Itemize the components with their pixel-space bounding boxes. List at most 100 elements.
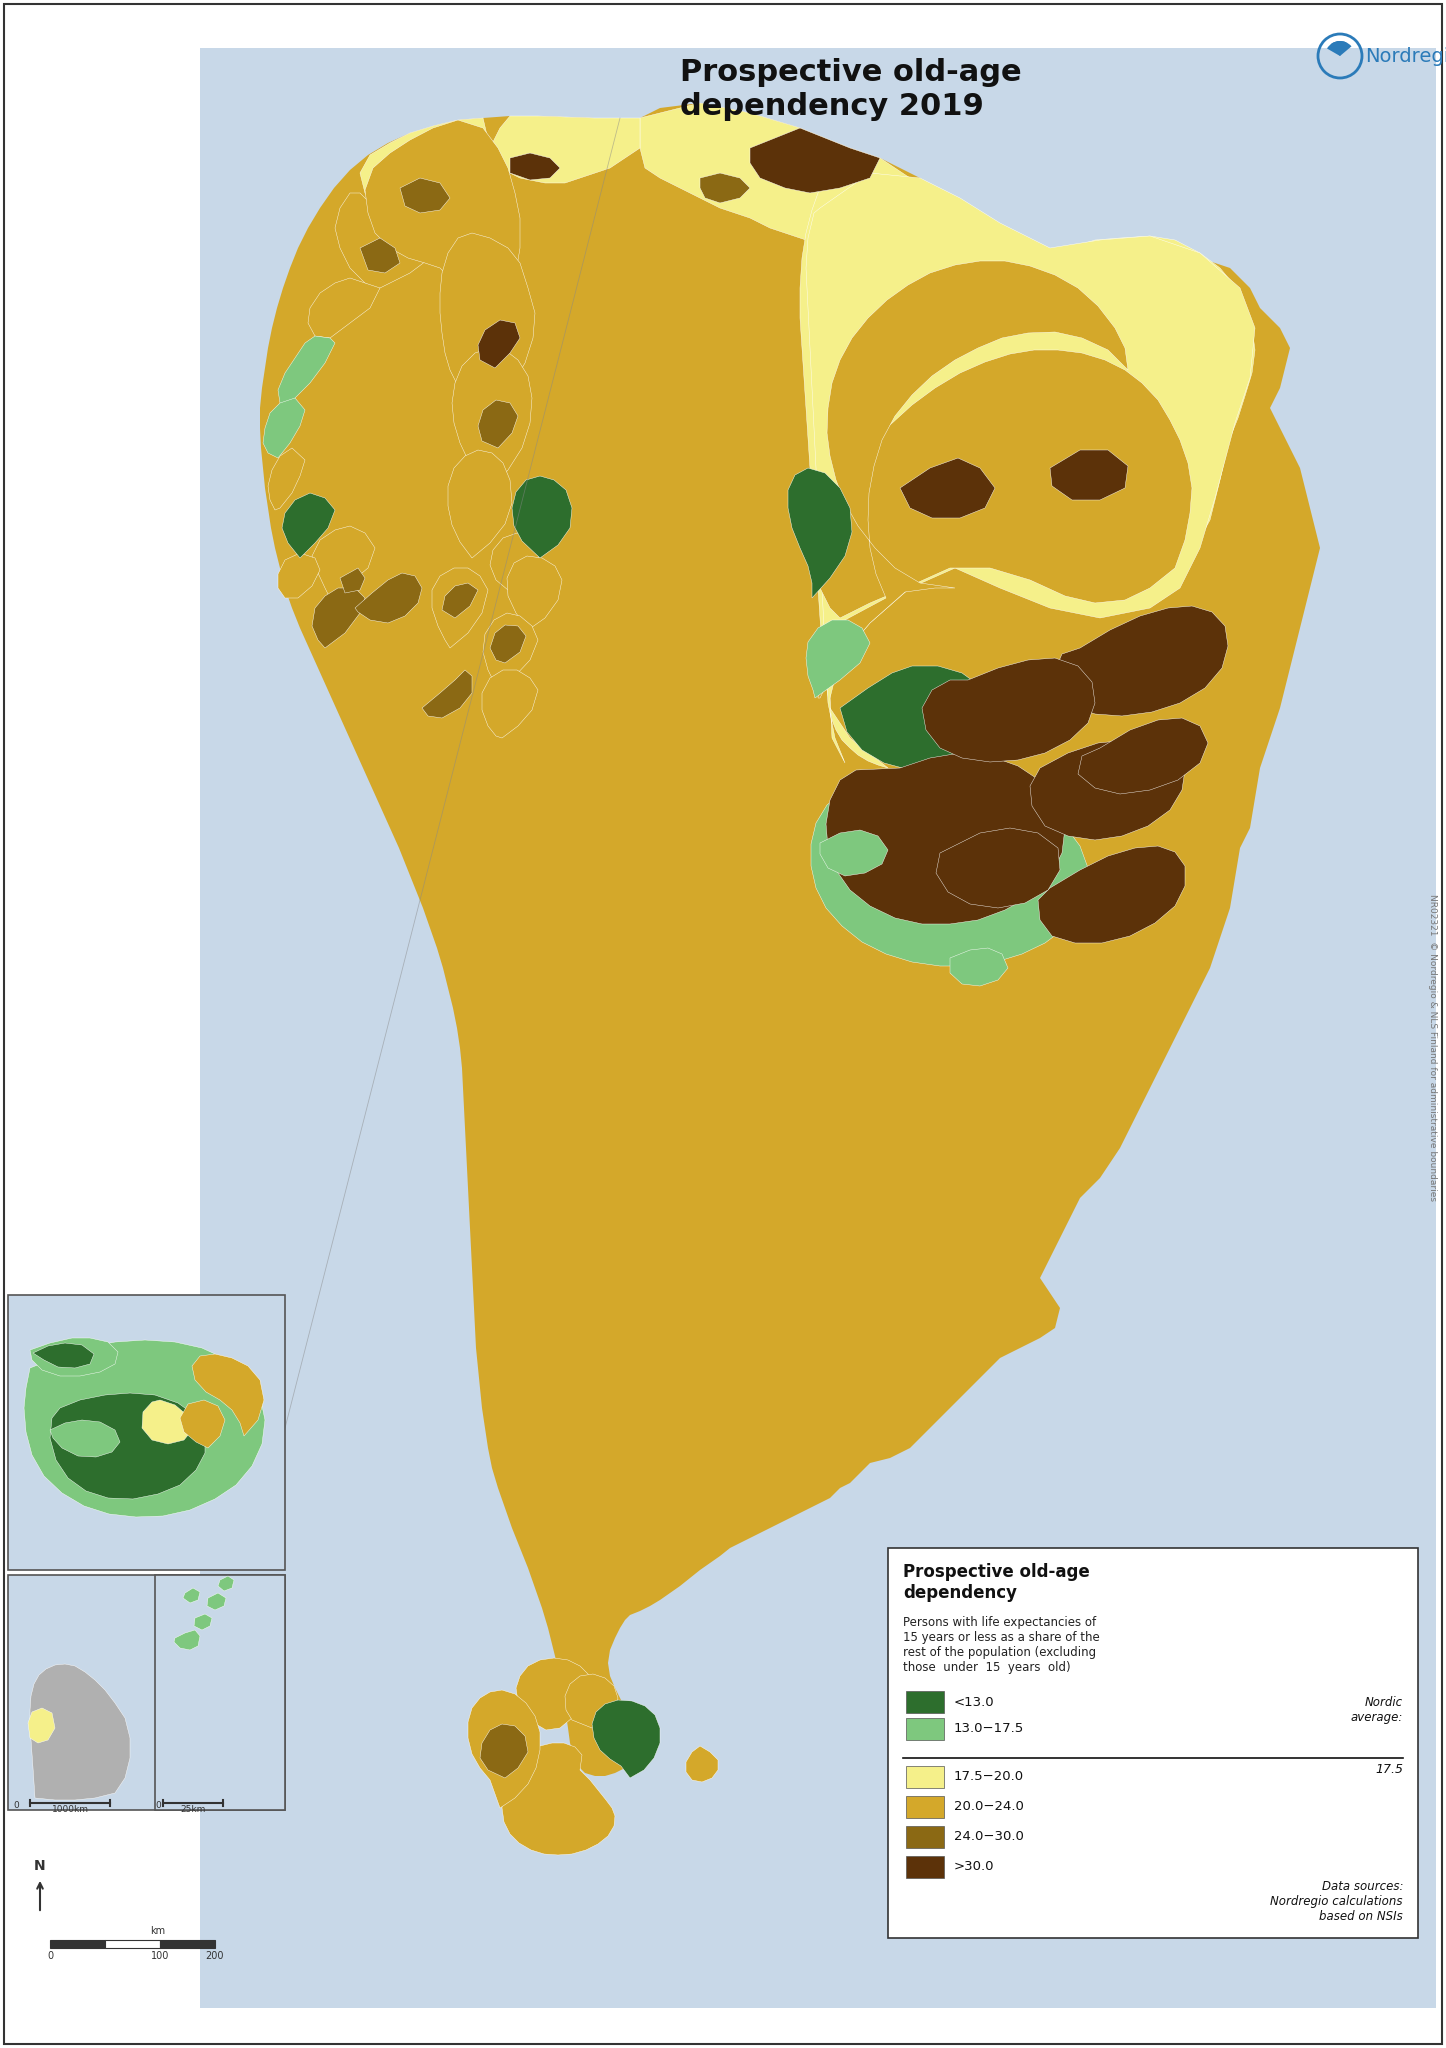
Polygon shape <box>194 1614 213 1630</box>
Polygon shape <box>811 786 1087 967</box>
Wedge shape <box>1332 41 1346 55</box>
Text: NR02321  © Nordregio & NLS Finland for administrative boundaries: NR02321 © Nordregio & NLS Finland for ad… <box>1427 895 1436 1202</box>
Bar <box>907 1692 944 1712</box>
Bar <box>907 1855 944 1878</box>
Bar <box>907 1827 944 1847</box>
Bar <box>9 1575 285 1810</box>
Polygon shape <box>440 233 535 408</box>
Polygon shape <box>268 449 305 510</box>
Polygon shape <box>27 1708 55 1743</box>
Polygon shape <box>899 459 995 518</box>
Polygon shape <box>800 172 1255 768</box>
Text: Nordregio: Nordregio <box>1365 47 1446 66</box>
Polygon shape <box>512 475 573 557</box>
Bar <box>907 1718 944 1741</box>
Bar <box>106 1939 161 1948</box>
Text: >30.0: >30.0 <box>954 1860 995 1874</box>
Polygon shape <box>401 178 450 213</box>
Polygon shape <box>641 102 930 258</box>
Text: Prospective old-age
dependency: Prospective old-age dependency <box>902 1563 1090 1602</box>
Polygon shape <box>263 397 305 459</box>
Polygon shape <box>685 1747 719 1782</box>
Polygon shape <box>364 121 521 348</box>
Text: 100: 100 <box>150 1952 169 1962</box>
Polygon shape <box>1079 719 1207 795</box>
Text: Nordic
average:: Nordic average: <box>1351 1696 1403 1724</box>
Polygon shape <box>432 567 487 647</box>
Polygon shape <box>479 319 521 369</box>
Polygon shape <box>282 494 335 557</box>
Polygon shape <box>278 336 335 408</box>
Polygon shape <box>482 670 538 737</box>
Polygon shape <box>565 1673 617 1729</box>
Polygon shape <box>356 573 422 623</box>
Polygon shape <box>480 1724 528 1778</box>
Polygon shape <box>360 119 500 238</box>
Polygon shape <box>1030 739 1186 840</box>
Polygon shape <box>448 451 512 557</box>
Polygon shape <box>1056 606 1228 717</box>
Bar <box>51 1939 106 1948</box>
Polygon shape <box>184 1587 200 1604</box>
Polygon shape <box>340 567 364 594</box>
Polygon shape <box>192 1354 265 1436</box>
Polygon shape <box>788 469 852 598</box>
Bar <box>161 1939 215 1948</box>
Polygon shape <box>1050 451 1128 500</box>
FancyBboxPatch shape <box>888 1548 1419 1937</box>
Text: Prospective old-age
dependency 2019: Prospective old-age dependency 2019 <box>680 57 1022 121</box>
Polygon shape <box>936 827 1060 907</box>
Polygon shape <box>30 1663 130 1800</box>
Polygon shape <box>218 1577 234 1591</box>
Polygon shape <box>490 532 539 590</box>
Polygon shape <box>923 657 1095 762</box>
Polygon shape <box>312 588 364 647</box>
Polygon shape <box>335 193 445 291</box>
Polygon shape <box>840 666 991 770</box>
Polygon shape <box>805 621 870 698</box>
Bar <box>907 1765 944 1788</box>
Text: Data sources:
Nordregio calculations
based on NSIs: Data sources: Nordregio calculations bas… <box>1271 1880 1403 1923</box>
Text: 1000km: 1000km <box>52 1804 88 1815</box>
Polygon shape <box>453 348 532 487</box>
Text: 200: 200 <box>205 1952 224 1962</box>
Polygon shape <box>826 754 1066 924</box>
Text: 17.5−20.0: 17.5−20.0 <box>954 1772 1024 1784</box>
Polygon shape <box>805 172 1255 764</box>
Polygon shape <box>510 154 560 180</box>
Polygon shape <box>950 948 1008 985</box>
Polygon shape <box>312 526 375 598</box>
Polygon shape <box>502 1743 615 1855</box>
Polygon shape <box>207 1593 226 1610</box>
Polygon shape <box>422 670 471 719</box>
Polygon shape <box>700 172 750 203</box>
Polygon shape <box>490 117 641 182</box>
Polygon shape <box>33 1343 94 1368</box>
Polygon shape <box>479 399 518 449</box>
Text: N: N <box>35 1860 46 1874</box>
Text: 24.0−30.0: 24.0−30.0 <box>954 1831 1024 1843</box>
Text: km: km <box>150 1925 165 1935</box>
Polygon shape <box>360 238 401 272</box>
Bar <box>9 1294 285 1571</box>
Polygon shape <box>591 1700 659 1778</box>
Polygon shape <box>174 1630 200 1651</box>
Polygon shape <box>442 584 479 618</box>
Text: 0: 0 <box>46 1952 54 1962</box>
Polygon shape <box>508 555 562 631</box>
Polygon shape <box>483 612 538 688</box>
Polygon shape <box>490 625 526 664</box>
Polygon shape <box>260 102 1320 1776</box>
Polygon shape <box>750 127 881 193</box>
Polygon shape <box>308 279 380 338</box>
Polygon shape <box>469 1690 539 1808</box>
Text: 17.5: 17.5 <box>1375 1763 1403 1776</box>
Text: 0: 0 <box>13 1800 19 1810</box>
Bar <box>155 1575 285 1810</box>
Wedge shape <box>1327 41 1340 55</box>
Polygon shape <box>30 1337 119 1376</box>
Polygon shape <box>51 1419 120 1456</box>
Text: 13.0−17.5: 13.0−17.5 <box>954 1722 1024 1735</box>
Polygon shape <box>820 829 888 877</box>
Text: 20.0−24.0: 20.0−24.0 <box>954 1800 1024 1812</box>
